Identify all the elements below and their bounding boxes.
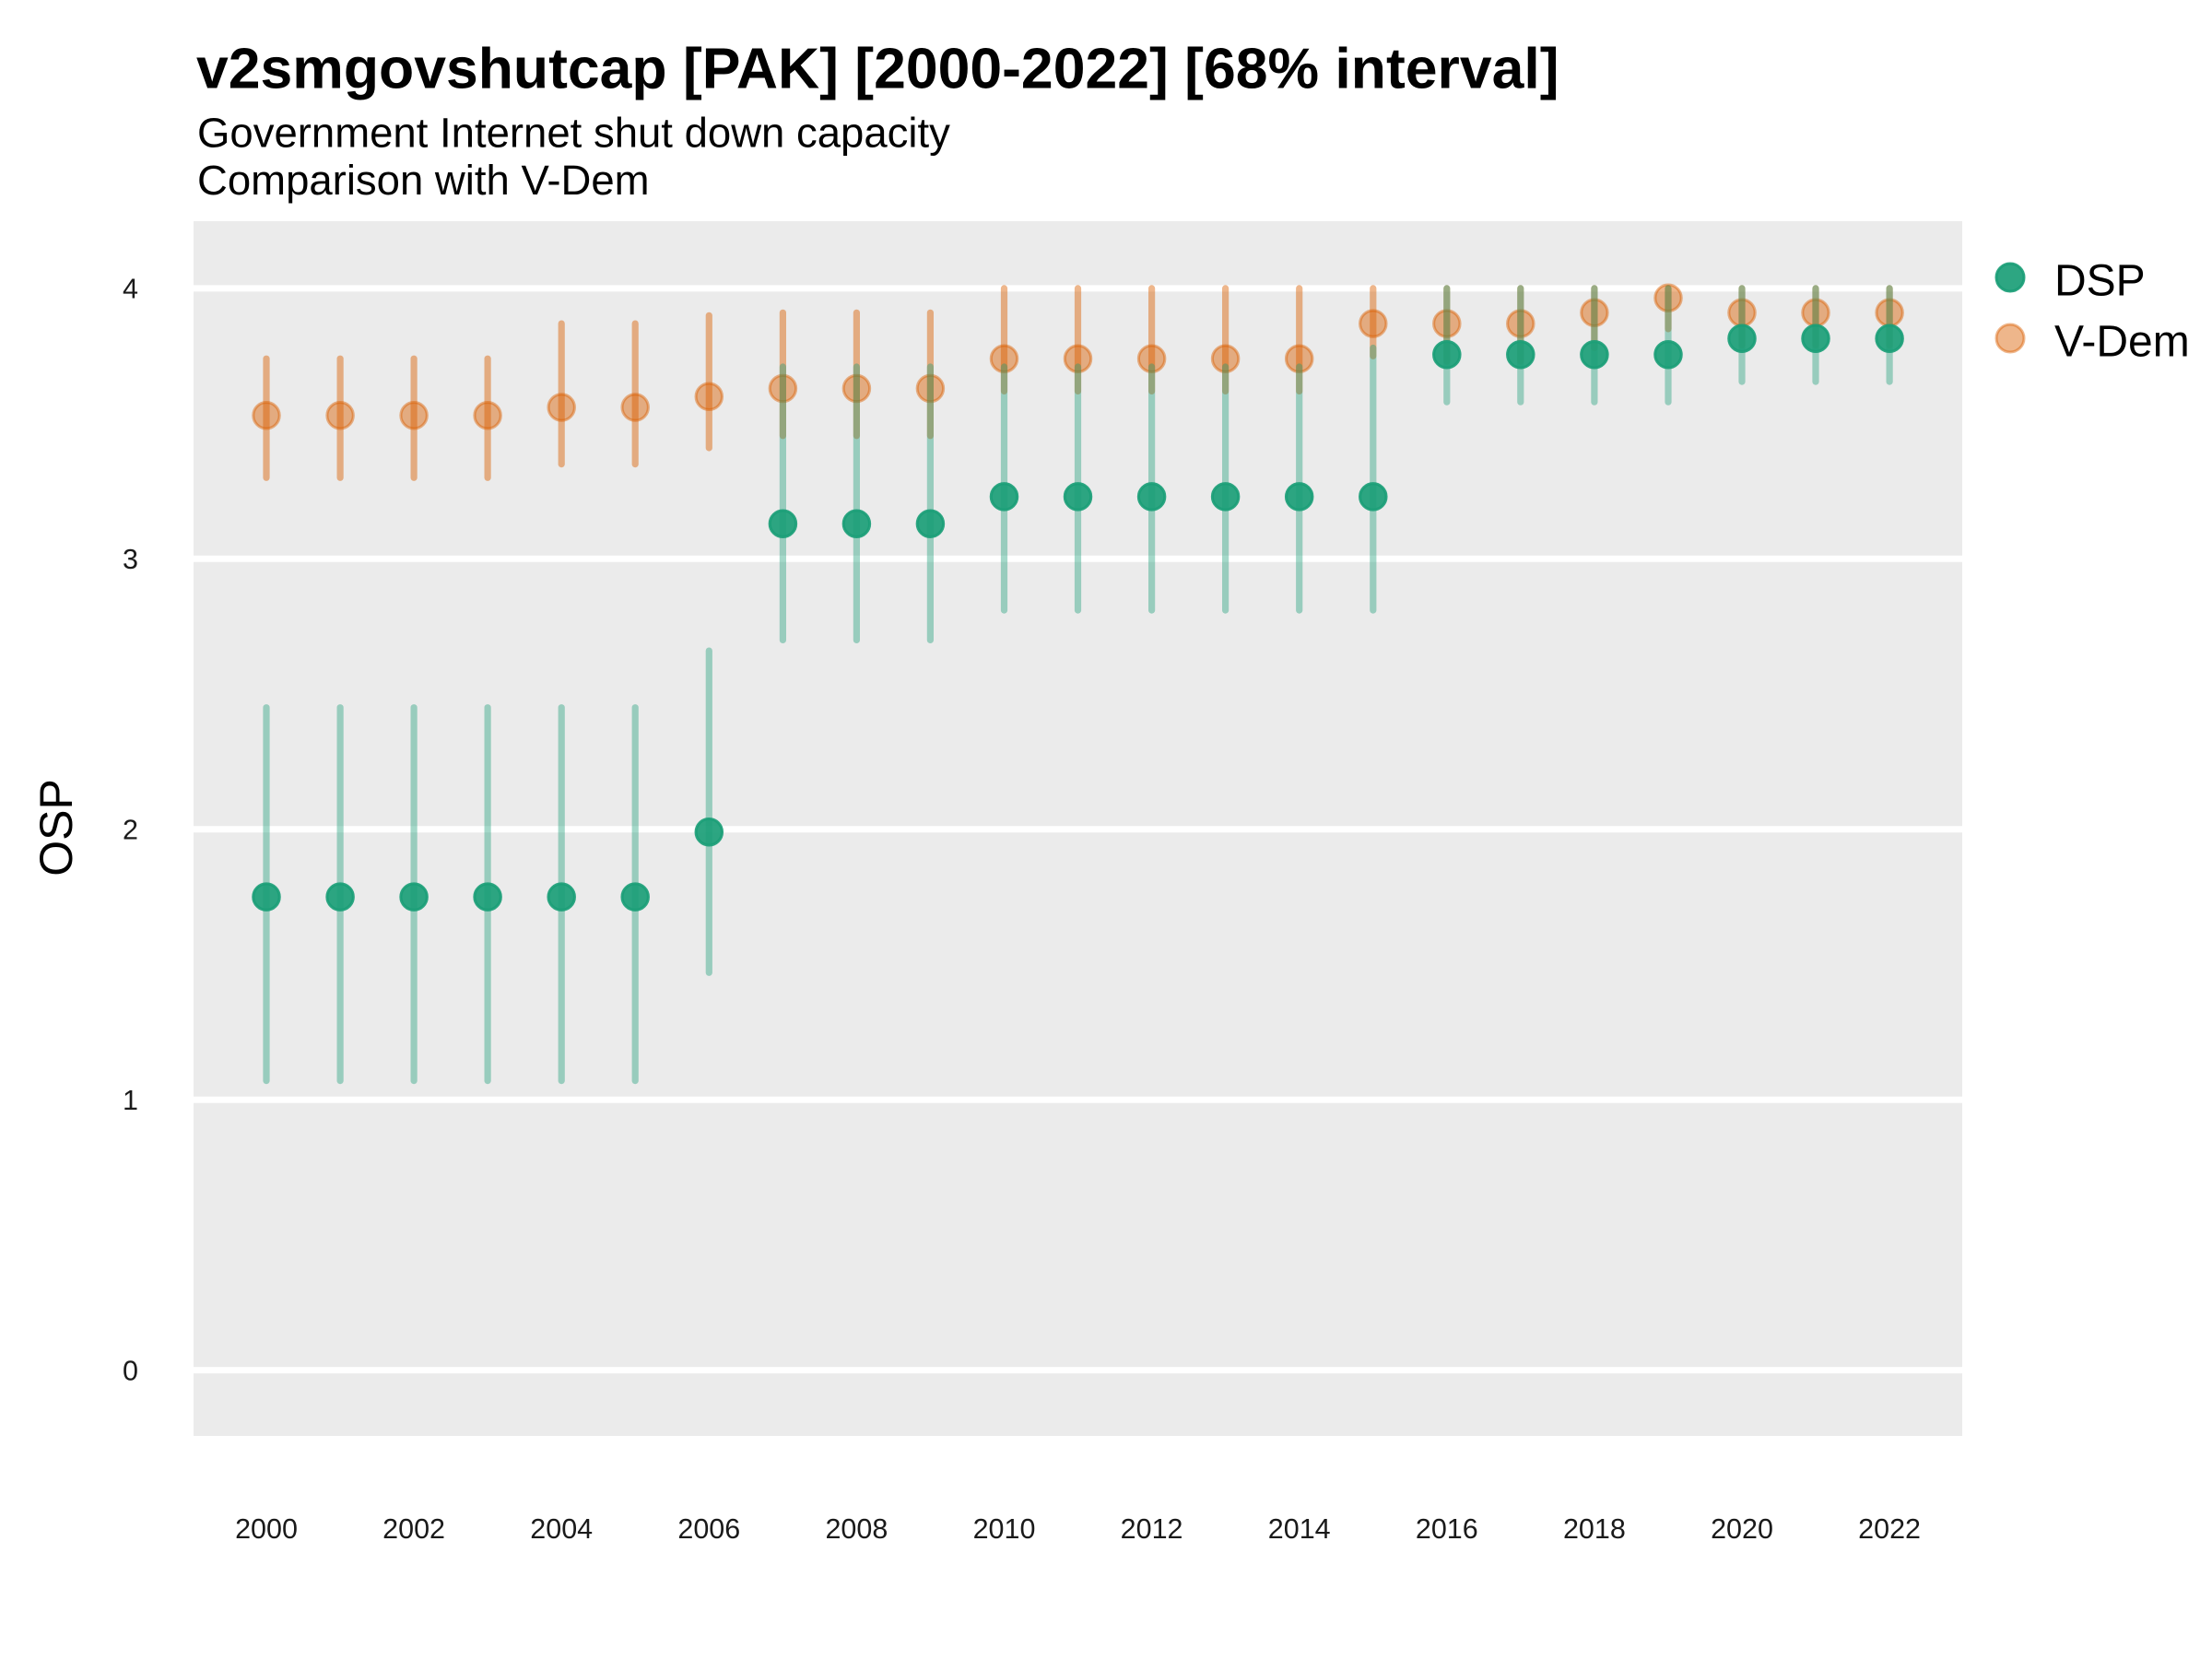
svg-text:v2smgovshutcap [PAK] [2000-202: v2smgovshutcap [PAK] [2000-2022] [68% in… (196, 37, 1559, 101)
svg-text:3: 3 (123, 544, 138, 575)
svg-text:2014: 2014 (1268, 1513, 1331, 1545)
svg-text:4: 4 (123, 274, 138, 305)
svg-text:Comparison with V-Dem: Comparison with V-Dem (197, 157, 650, 204)
svg-text:DSP: DSP (2054, 257, 2146, 306)
svg-text:2016: 2016 (1416, 1513, 1478, 1545)
svg-text:1: 1 (123, 1085, 138, 1116)
svg-text:V-Dem: V-Dem (2054, 318, 2190, 367)
svg-text:2000: 2000 (235, 1513, 298, 1545)
svg-text:2004: 2004 (530, 1513, 593, 1545)
svg-text:2020: 2020 (1711, 1513, 1773, 1545)
svg-text:2002: 2002 (382, 1513, 445, 1545)
svg-text:2018: 2018 (1563, 1513, 1626, 1545)
svg-text:2006: 2006 (677, 1513, 740, 1545)
svg-text:OSP: OSP (30, 779, 82, 877)
svg-text:2012: 2012 (1121, 1513, 1183, 1545)
svg-text:0: 0 (123, 1355, 138, 1386)
svg-text:Government Internet shut down: Government Internet shut down capacity (197, 110, 950, 157)
svg-text:2008: 2008 (825, 1513, 888, 1545)
svg-text:2022: 2022 (1858, 1513, 1921, 1545)
svg-text:2: 2 (123, 815, 138, 846)
svg-text:2010: 2010 (973, 1513, 1036, 1545)
